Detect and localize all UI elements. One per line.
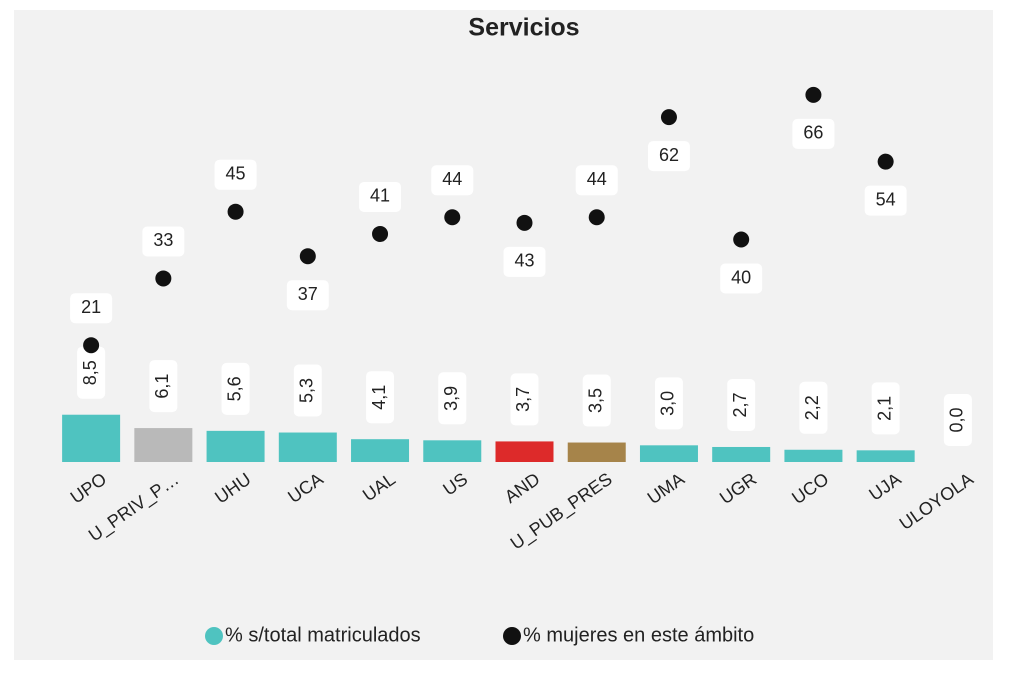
bar bbox=[134, 428, 193, 462]
point-label-box bbox=[359, 181, 402, 212]
value-label: 5,6 bbox=[224, 376, 244, 401]
bar bbox=[856, 450, 915, 462]
point-label: 21 bbox=[81, 297, 101, 317]
point bbox=[805, 86, 822, 103]
point-label-box bbox=[142, 226, 185, 257]
point-label-box bbox=[792, 118, 835, 149]
value-label-box bbox=[654, 377, 683, 430]
point bbox=[83, 337, 100, 354]
point-label-box bbox=[575, 165, 618, 196]
value-label: 2,7 bbox=[730, 392, 750, 417]
value-label-box bbox=[438, 372, 467, 425]
bar bbox=[639, 445, 698, 462]
bar bbox=[567, 442, 626, 462]
point bbox=[733, 231, 750, 248]
value-label: 3,0 bbox=[658, 391, 678, 416]
point-label: 62 bbox=[659, 145, 679, 165]
point-label-box bbox=[647, 141, 690, 172]
point-label: 33 bbox=[153, 230, 173, 250]
bar bbox=[712, 446, 771, 462]
legend-swatch bbox=[205, 627, 223, 645]
point-label: 40 bbox=[731, 267, 751, 287]
point bbox=[516, 214, 533, 231]
point-label-box bbox=[503, 246, 546, 277]
point bbox=[877, 153, 894, 170]
value-label: 4,1 bbox=[369, 385, 389, 410]
value-label: 3,5 bbox=[585, 388, 605, 413]
legend-swatch bbox=[503, 627, 521, 645]
point bbox=[227, 203, 244, 220]
legend-label: % mujeres en este ámbito bbox=[523, 624, 754, 646]
value-label: 8,5 bbox=[80, 360, 100, 385]
value-label-box bbox=[221, 362, 250, 415]
point-label: 43 bbox=[514, 251, 534, 271]
bar bbox=[206, 430, 265, 462]
bar bbox=[784, 449, 843, 462]
point-label: 54 bbox=[876, 189, 896, 209]
legend-label: % s/total matriculados bbox=[225, 624, 421, 646]
chart-background bbox=[14, 10, 993, 660]
point-label: 66 bbox=[803, 123, 823, 143]
point-label: 45 bbox=[226, 163, 246, 183]
point-label: 41 bbox=[370, 186, 390, 206]
value-label-box bbox=[799, 381, 828, 434]
value-label-box bbox=[510, 373, 539, 426]
value-label-box bbox=[149, 360, 178, 413]
point-label: 44 bbox=[587, 169, 607, 189]
value-label-box bbox=[943, 394, 972, 446]
value-label: 5,3 bbox=[297, 378, 317, 403]
point-label-box bbox=[214, 159, 257, 190]
point bbox=[155, 270, 172, 287]
point bbox=[444, 209, 461, 226]
value-label: 3,9 bbox=[441, 386, 461, 411]
bar bbox=[62, 414, 121, 462]
value-label: 3,7 bbox=[513, 387, 533, 412]
point bbox=[299, 248, 316, 265]
value-label-box bbox=[293, 364, 322, 417]
value-label: 2,2 bbox=[802, 395, 822, 420]
point bbox=[372, 225, 389, 242]
point-label: 44 bbox=[442, 169, 462, 189]
value-label-box bbox=[582, 374, 611, 427]
chart-title: Servicios bbox=[468, 14, 579, 42]
bar bbox=[278, 432, 337, 462]
value-label-box bbox=[77, 346, 106, 399]
value-label-box bbox=[727, 378, 756, 431]
value-label: 2,1 bbox=[874, 396, 894, 421]
point-label-box bbox=[864, 185, 907, 216]
point bbox=[660, 109, 677, 126]
value-label: 6,1 bbox=[152, 374, 172, 399]
point-label-box bbox=[286, 280, 329, 311]
value-label-box bbox=[871, 382, 900, 435]
point-label: 37 bbox=[298, 284, 318, 304]
bar bbox=[351, 439, 410, 462]
point-label-box bbox=[431, 165, 474, 196]
point bbox=[588, 209, 605, 226]
value-label-box bbox=[366, 371, 395, 424]
bar bbox=[495, 441, 554, 462]
point-label-box bbox=[70, 293, 113, 324]
value-label: 0,0 bbox=[947, 407, 967, 432]
legend: % s/total matriculados % mujeres en este … bbox=[205, 624, 754, 646]
bar bbox=[423, 440, 482, 462]
point-label-box bbox=[720, 263, 763, 294]
